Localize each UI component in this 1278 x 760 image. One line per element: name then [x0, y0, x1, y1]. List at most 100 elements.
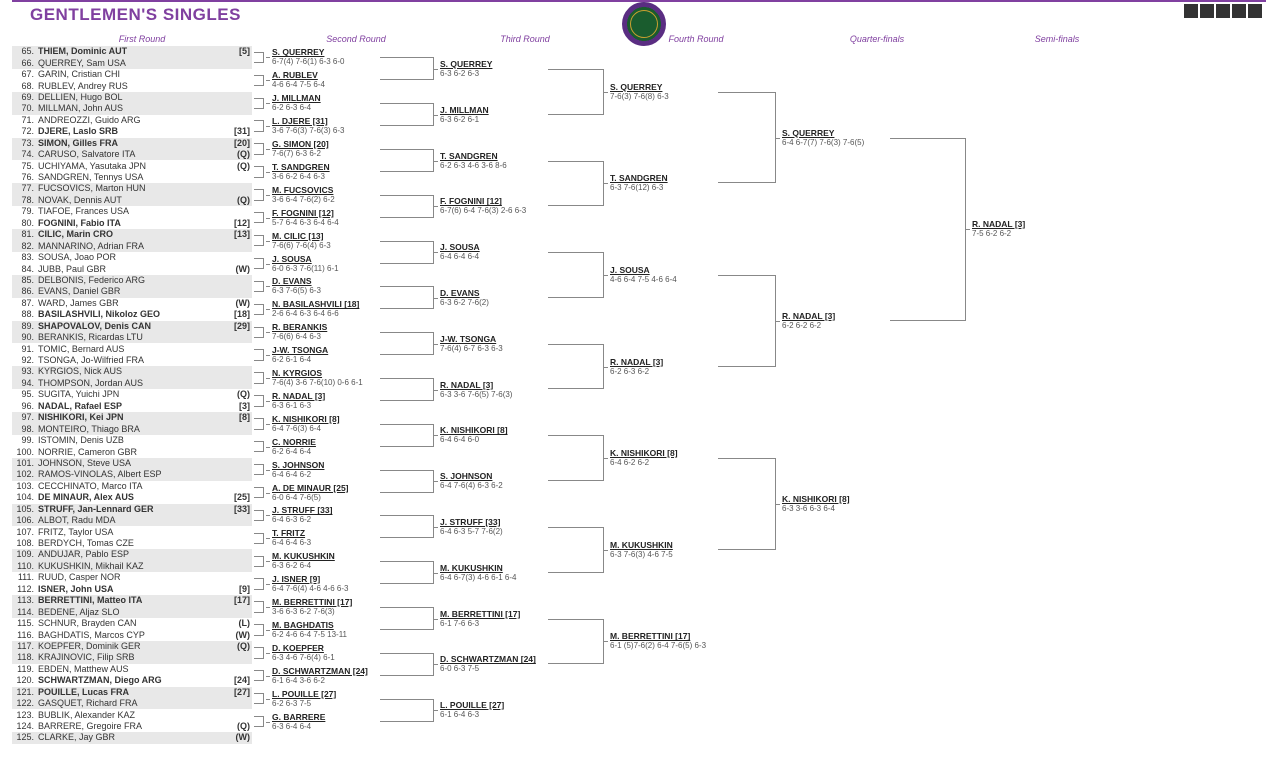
- r3-match: J. STRUFF [33]6-4 6-3 5-7 7-6(2): [440, 517, 503, 537]
- r4-match: T. SANDGREN6-3 7-6(12) 6-3: [610, 173, 668, 193]
- r2-match: M. CILIC [13]7-6(6) 7-6(4) 6-3: [272, 231, 331, 251]
- r1-player: 92.TSONGA, Jo-Wilfried FRA: [12, 355, 252, 366]
- r1-player: 89.SHAPOVALOV, Denis CAN[29]: [12, 321, 252, 332]
- r1-player: 66.QUERREY, Sam USA: [12, 57, 252, 68]
- r3-match: R. NADAL [3]6-3 3-6 7-6(5) 7-6(3): [440, 380, 512, 400]
- r1-player: 84.JUBB, Paul GBR(W): [12, 263, 252, 274]
- r1-player: 101.JOHNSON, Steve USA: [12, 458, 252, 469]
- r1-player: 73.SIMON, Gilles FRA[20]: [12, 138, 252, 149]
- r3-match: M. BERRETTINI [17]6-1 7-6 6-3: [440, 609, 520, 629]
- header-r1: First Round: [12, 34, 272, 44]
- r2-match: G. BARRERE6-3 6-4 6-4: [272, 712, 325, 732]
- r1-player: 114.BEDENE, Aljaz SLO: [12, 606, 252, 617]
- r2-match: A. DE MINAUR [25]6-0 6-4 7-6(5): [272, 483, 349, 503]
- r2-match: D. SCHWARTZMAN [24]6-1 6-4 3-6 6-2: [272, 666, 368, 686]
- r1-player: 98.MONTEIRO, Thiago BRA: [12, 423, 252, 434]
- r4-match: M. KUKUSHKIN6-3 7-6(3) 4-6 7-5: [610, 540, 673, 560]
- r1-player: 118.KRAJINOVIC, Filip SRB: [12, 652, 252, 663]
- r1-player: 85.DELBONIS, Federico ARG: [12, 275, 252, 286]
- r1-player: 93.KYRGIOS, Nick AUS: [12, 366, 252, 377]
- r2-match: D. EVANS6-3 7-6(5) 6-3: [272, 276, 321, 296]
- r1-player: 80.FOGNINI, Fabio ITA[12]: [12, 218, 252, 229]
- r2-match: R. NADAL [3]6-3 6-1 6-3: [272, 391, 325, 411]
- r1-player: 97.NISHIKORI, Kei JPN[8]: [12, 412, 252, 423]
- r3-match: S. QUERREY6-3 6-2 6-3: [440, 59, 492, 79]
- r1-player: 67.GARIN, Cristian CHI: [12, 69, 252, 80]
- r1-player: 90.BERANKIS, Ricardas LTU: [12, 332, 252, 343]
- r1-player: 70.MILLMAN, John AUS: [12, 103, 252, 114]
- r3-match: M. KUKUSHKIN6-4 6-7(3) 4-6 6-1 6-4: [440, 563, 516, 583]
- r2-match: D. KOEPFER6-3 4-6 7-6(4) 6-1: [272, 643, 335, 663]
- r3-match: D. SCHWARTZMAN [24]6-0 6-3 7-5: [440, 654, 536, 674]
- r3-match: J. MILLMAN6-3 6-2 6-1: [440, 105, 489, 125]
- r1-player: 122.GASQUET, Richard FRA: [12, 698, 252, 709]
- header-r2: Second Round: [272, 34, 440, 44]
- r3-match: S. JOHNSON6-4 7-6(4) 6-3 6-2: [440, 471, 503, 491]
- event-title: GENTLEMEN'S SINGLES: [30, 5, 241, 25]
- r2-match: S. QUERREY6-7(4) 7-6(1) 6-3 6-0: [272, 47, 344, 67]
- r1-player: 91.TOMIC, Bernard AUS: [12, 343, 252, 354]
- qf-match: K. NISHIKORI [8]6-3 3-6 6-3 6-4: [782, 494, 850, 514]
- r1-player: 81.CILIC, Marin CRO[13]: [12, 229, 252, 240]
- r1-player: 72.DJERE, Laslo SRB[31]: [12, 126, 252, 137]
- wimbledon-logo: [622, 2, 666, 46]
- r2-match: M. BAGHDATIS6-2 4-6 6-4 7-5 13-11: [272, 620, 347, 640]
- r1-player: 110.KUKUSHKIN, Mikhail KAZ: [12, 561, 252, 572]
- r1-player: 96.NADAL, Rafael ESP[3]: [12, 401, 252, 412]
- r2-match: F. FOGNINI [12]5-7 6-4 6-3 6-4 6-4: [272, 208, 339, 228]
- r1-player: 71.ANDREOZZI, Guido ARG: [12, 115, 252, 126]
- r4-match: K. NISHIKORI [8]6-4 6-2 6-2: [610, 448, 678, 468]
- r1-player: 82.MANNARINO, Adrian FRA: [12, 240, 252, 251]
- r1-player: 100.NORRIE, Cameron GBR: [12, 446, 252, 457]
- r1-player: 112.ISNER, John USA[9]: [12, 584, 252, 595]
- r1-player: 79.TIAFOE, Frances USA: [12, 206, 252, 217]
- r3-match: J-W. TSONGA7-6(4) 6-7 6-3 6-3: [440, 334, 503, 354]
- r1-player: 94.THOMPSON, Jordan AUS: [12, 378, 252, 389]
- r1-player: 111.RUUD, Casper NOR: [12, 572, 252, 583]
- r1-player: 109.ANDUJAR, Pablo ESP: [12, 549, 252, 560]
- r2-match: G. SIMON [20]7-6(7) 6-3 6-2: [272, 139, 329, 159]
- r1-player: 124.BARRERE, Gregoire FRA(Q): [12, 721, 252, 732]
- r1-player: 77.FUCSOVICS, Marton HUN: [12, 183, 252, 194]
- r2-match: J-W. TSONGA6-2 6-1 6-4: [272, 345, 328, 365]
- r1-player: 106.ALBOT, Radu MDA: [12, 515, 252, 526]
- r1-player: 121.POUILLE, Lucas FRA[27]: [12, 687, 252, 698]
- r1-player: 105.STRUFF, Jan-Lennard GER[33]: [12, 504, 252, 515]
- r1-player: 74.CARUSO, Salvatore ITA(Q): [12, 149, 252, 160]
- r1-player: 108.BERDYCH, Tomas CZE: [12, 538, 252, 549]
- r1-player: 123.BUBLIK, Alexander KAZ: [12, 709, 252, 720]
- r1-player: 116.BAGHDATIS, Marcos CYP(W): [12, 629, 252, 640]
- r2-match: L. DJERE [31]3-6 7-6(3) 7-6(3) 6-3: [272, 116, 344, 136]
- sponsor-logo: [1184, 4, 1262, 18]
- r1-player: 78.NOVAK, Dennis AUT(Q): [12, 195, 252, 206]
- r3-match: D. EVANS6-3 6-2 7-6(2): [440, 288, 489, 308]
- r1-player: 88.BASILASHVILI, Nikoloz GEO[18]: [12, 309, 252, 320]
- r4-match: R. NADAL [3]6-2 6-3 6-2: [610, 357, 663, 377]
- r2-match: R. BERANKIS7-6(6) 6-4 6-3: [272, 322, 327, 342]
- r2-match: J. ISNER [9]6-4 7-6(4) 4-6 4-6 6-3: [272, 574, 348, 594]
- r1-player: 103.CECCHINATO, Marco ITA: [12, 481, 252, 492]
- r2-match: M. KUKUSHKIN6-3 6-2 6-4: [272, 551, 335, 571]
- sf-match: R. NADAL [3]7-5 6-2 6-2: [972, 219, 1025, 239]
- r2-match: N. KYRGIOS7-6(4) 3-6 7-6(10) 0-6 6-1: [272, 368, 363, 388]
- header-sf: Semi-finals: [972, 34, 1142, 44]
- r1-player: 119.EBDEN, Matthew AUS: [12, 664, 252, 675]
- r2-match: M. BERRETTINI [17]3-6 6-3 6-2 7-6(3): [272, 597, 352, 617]
- r2-match: M. FUCSOVICS3-6 6-4 7-6(2) 6-2: [272, 185, 335, 205]
- r1-player: 95.SUGITA, Yuichi JPN(Q): [12, 389, 252, 400]
- r1-player: 107.FRITZ, Taylor USA: [12, 526, 252, 537]
- r1-player: 65.THIEM, Dominic AUT[5]: [12, 46, 252, 57]
- r1-player: 86.EVANS, Daniel GBR: [12, 286, 252, 297]
- r2-match: T. SANDGREN3-6 6-2 6-4 6-3: [272, 162, 330, 182]
- r2-match: J. MILLMAN6-2 6-3 6-4: [272, 93, 321, 113]
- r3-match: L. POUILLE [27]6-1 6-4 6-3: [440, 700, 504, 720]
- header-qf: Quarter-finals: [782, 34, 972, 44]
- r1-player: 117.KOEPFER, Dominik GER(Q): [12, 641, 252, 652]
- r1-player: 104.DE MINAUR, Alex AUS[25]: [12, 492, 252, 503]
- r3-match: T. SANDGREN6-2 6-3 4-6 3-6 8-6: [440, 151, 507, 171]
- qf-match: R. NADAL [3]6-2 6-2 6-2: [782, 311, 835, 331]
- r1-player: 115.SCHNUR, Brayden CAN(L): [12, 618, 252, 629]
- r3-match: J. SOUSA6-4 6-4 6-4: [440, 242, 480, 262]
- r2-match: J. SOUSA6-0 6-3 7-6(11) 6-1: [272, 254, 339, 274]
- r1-player: 102.RAMOS-VINOLAS, Albert ESP: [12, 469, 252, 480]
